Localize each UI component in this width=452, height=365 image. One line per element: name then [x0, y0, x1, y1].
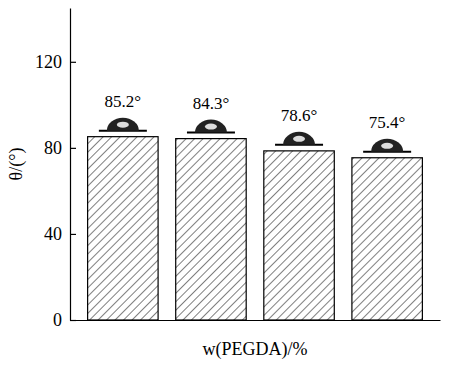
y-tick: 80 — [44, 138, 76, 158]
data-label: 84.3° — [193, 94, 230, 113]
y-tick: 120 — [35, 52, 76, 72]
droplet — [107, 118, 139, 131]
y-tick-label: 40 — [44, 224, 62, 244]
droplet-highlight — [381, 143, 393, 149]
data-label: 85.2° — [105, 92, 142, 111]
y-tick-label: 80 — [44, 138, 62, 158]
x-axis-line — [71, 320, 441, 321]
bar — [352, 158, 422, 320]
droplet — [283, 132, 315, 145]
plot: 85.2° 84.3° 78.6° 75.4° 0 40 80 120 — [35, 9, 441, 331]
droplets — [99, 118, 411, 152]
droplet-highlight — [205, 124, 217, 130]
data-labels: 85.2° 84.3° 78.6° 75.4° — [105, 92, 406, 132]
y-tick-mark — [70, 62, 76, 63]
y-axis-line — [70, 9, 71, 321]
bar — [176, 139, 246, 320]
droplet-highlight — [117, 122, 129, 128]
x-axis — [71, 320, 441, 322]
bar — [264, 151, 334, 320]
data-label: 75.4° — [369, 113, 406, 132]
y-tick-label: 120 — [35, 52, 62, 72]
y-axis: 0 40 80 120 — [35, 9, 76, 331]
bar — [88, 137, 158, 320]
droplet — [371, 139, 403, 152]
y-tick-label: 0 — [53, 310, 62, 330]
droplet — [195, 120, 227, 133]
droplet-highlight — [293, 136, 305, 142]
y-tick-mark — [70, 148, 76, 149]
x-axis-title: w(PEGDA)/% — [203, 339, 308, 360]
y-tick: 40 — [44, 224, 76, 244]
bars — [88, 137, 423, 320]
data-label: 78.6° — [281, 106, 318, 125]
y-axis-title: θ/(°) — [6, 148, 27, 181]
y-tick-mark — [70, 234, 76, 235]
chart: 85.2° 84.3° 78.6° 75.4° 0 40 80 120 w(PEGDA)/% θ/… — [0, 0, 452, 365]
